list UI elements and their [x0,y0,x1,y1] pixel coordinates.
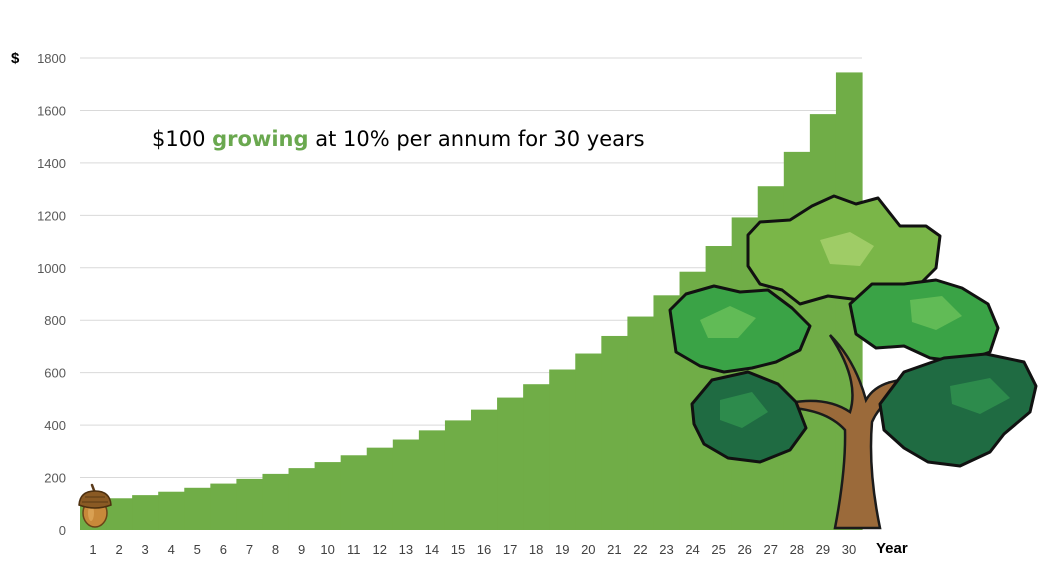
x-tick-label: 11 [347,542,361,557]
x-tick-label: 12 [373,542,387,557]
y-tick-label: 1600 [37,103,66,118]
title-accent: growing [212,127,308,151]
y-tick-label: 1400 [37,156,66,171]
bar [392,439,420,530]
bar [184,487,211,530]
x-tick-label: 4 [168,542,175,557]
y-tick-label: 800 [44,313,66,328]
bar [288,468,316,530]
oak-tree-icon [668,194,1038,530]
bar [471,409,498,530]
x-tick-label: 27 [764,542,778,557]
bar [549,369,576,530]
x-tick-label: 25 [711,542,725,557]
x-tick-label: 3 [142,542,149,557]
bar [132,495,159,530]
acorn-icon [78,483,112,528]
bar [418,430,446,530]
y-tick-label: 600 [44,366,66,381]
bar [809,114,837,531]
x-tick-label: 9 [298,542,305,557]
x-tick-label: 30 [842,542,856,557]
bar [444,420,472,530]
x-tick-label: 26 [737,542,751,557]
bar [210,483,237,530]
x-tick-label: 10 [320,542,334,557]
y-tick-label: 1800 [37,51,66,66]
x-tick-label: 28 [790,542,804,557]
x-tick-label: 18 [529,542,543,557]
x-tick-label: 19 [555,542,569,557]
bar [497,397,524,530]
bar [523,384,550,530]
x-tick-label: 7 [246,542,253,557]
x-tick-label: 5 [194,542,201,557]
y-tick-label: 1000 [37,261,66,276]
x-tick-label: 2 [115,542,122,557]
bar [340,455,368,530]
y-tick-label: 200 [44,471,66,486]
bar [314,462,342,530]
y-tick-labels: 0 200 400 600 800 1000 1200 1400 1600 1800 [37,51,66,538]
x-tick-label: 17 [503,542,517,557]
bar [236,478,264,530]
y-axis-label: $ [11,50,20,67]
x-tick-label: 16 [477,542,491,557]
x-tick-label: 29 [816,542,830,557]
x-tick-label: 6 [220,542,227,557]
chart-title: $100 growing at 10% per annum for 30 yea… [152,127,645,151]
x-tick-label: 20 [581,542,595,557]
x-axis-label: Year [876,540,908,557]
bar [262,473,290,530]
x-tick-label: 24 [685,542,699,557]
title-suffix: at 10% per annum for 30 years [309,127,645,151]
bar [366,447,394,530]
y-tick-label: 400 [44,418,66,433]
x-tick-label: 15 [451,542,465,557]
x-tick-label: 13 [399,542,413,557]
x-tick-label: 23 [659,542,673,557]
title-prefix: $100 [152,127,212,151]
bar [627,316,655,530]
gridlines [80,57,862,479]
x-tick-label: 21 [607,542,621,557]
x-tick-label: 22 [633,542,647,557]
x-tick-label: 1 [89,542,96,557]
bar [158,491,185,530]
bar [575,353,602,530]
y-tick-label: 0 [59,523,66,538]
y-tick-label: 1200 [37,208,66,223]
x-tick-label: 14 [425,542,439,557]
x-tick-labels: 1 2 3 4 5 6 7 8 9 10 11 12 13 14 15 16 17 18 19 20 21 22 23 24 2… [89,542,856,557]
x-tick-label: 8 [272,542,279,557]
bar [601,335,628,530]
